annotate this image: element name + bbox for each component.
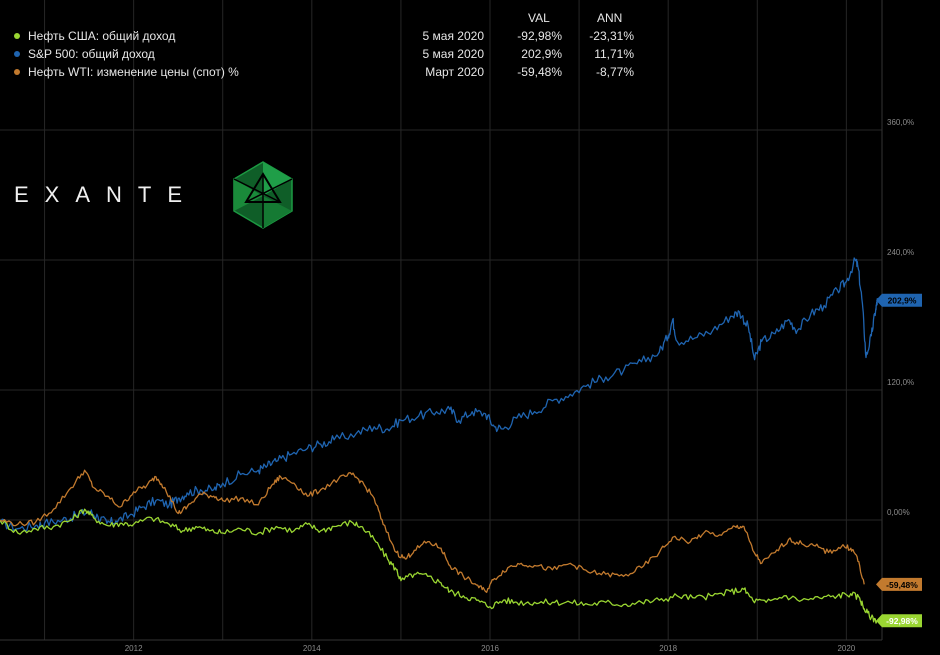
x-tick-label: 2014 [303,644,321,653]
end-value-label-us-oil: -92,98% [886,616,918,626]
legend-series-name: S&P 500: общий доход [28,47,155,61]
legend-col-ann: ANN [597,11,623,25]
legend-val: 202,9% [521,47,562,61]
y-tick-label: 120,0% [887,378,914,387]
series-line-wti [0,469,865,593]
legend-dot [14,51,20,57]
legend-date: 5 мая 2020 [422,29,484,43]
legend-series-name: Нефть WTI: изменение цены (спот) % [28,65,239,79]
series-line-sp500 [0,257,879,532]
legend-val: -59,48% [517,65,562,79]
x-tick-label: 2012 [125,644,143,653]
legend-row-sp500[interactable]: S&P 500: общий доход 5 мая 2020 202,9% 1… [14,47,634,63]
legend-dot [14,69,20,75]
x-tick-label: 2020 [837,644,855,653]
end-value-flag-us-oil [876,614,922,628]
end-value-label-wti: -59,48% [886,580,918,590]
legend-date: Март 2020 [425,65,484,79]
end-value-flag-wti [876,577,922,591]
exante-logo-mark-icon [233,161,293,229]
legend-dot [14,33,20,39]
legend-date: 5 мая 2020 [422,47,484,61]
legend-row-us-oil[interactable]: Нефть США: общий доход 5 мая 2020 -92,98… [14,29,634,45]
x-tick-label: 2018 [659,644,677,653]
legend-series-name: Нефть США: общий доход [28,29,176,43]
exante-logo: EXANTE [14,160,304,230]
series-line-us-oil [0,508,878,624]
y-tick-label: 360,0% [887,118,914,127]
legend: VAL ANN Нефть США: общий доход 5 мая 202… [0,0,940,100]
logo-text: EXANTE [14,182,199,207]
legend-ann: -23,31% [589,29,634,43]
y-tick-label: 240,0% [887,248,914,257]
legend-ann: 11,71% [594,47,634,61]
legend-ann: -8,77% [595,65,634,79]
y-tick-label: 0,00% [887,508,910,517]
x-tick-label: 2016 [481,644,499,653]
legend-row-wti[interactable]: Нефть WTI: изменение цены (спот) % Март … [14,65,634,81]
end-value-flag-sp500 [876,293,922,307]
legend-val: -92,98% [517,29,562,43]
legend-col-val: VAL [528,11,550,25]
end-value-label-sp500: 202,9% [888,296,917,306]
